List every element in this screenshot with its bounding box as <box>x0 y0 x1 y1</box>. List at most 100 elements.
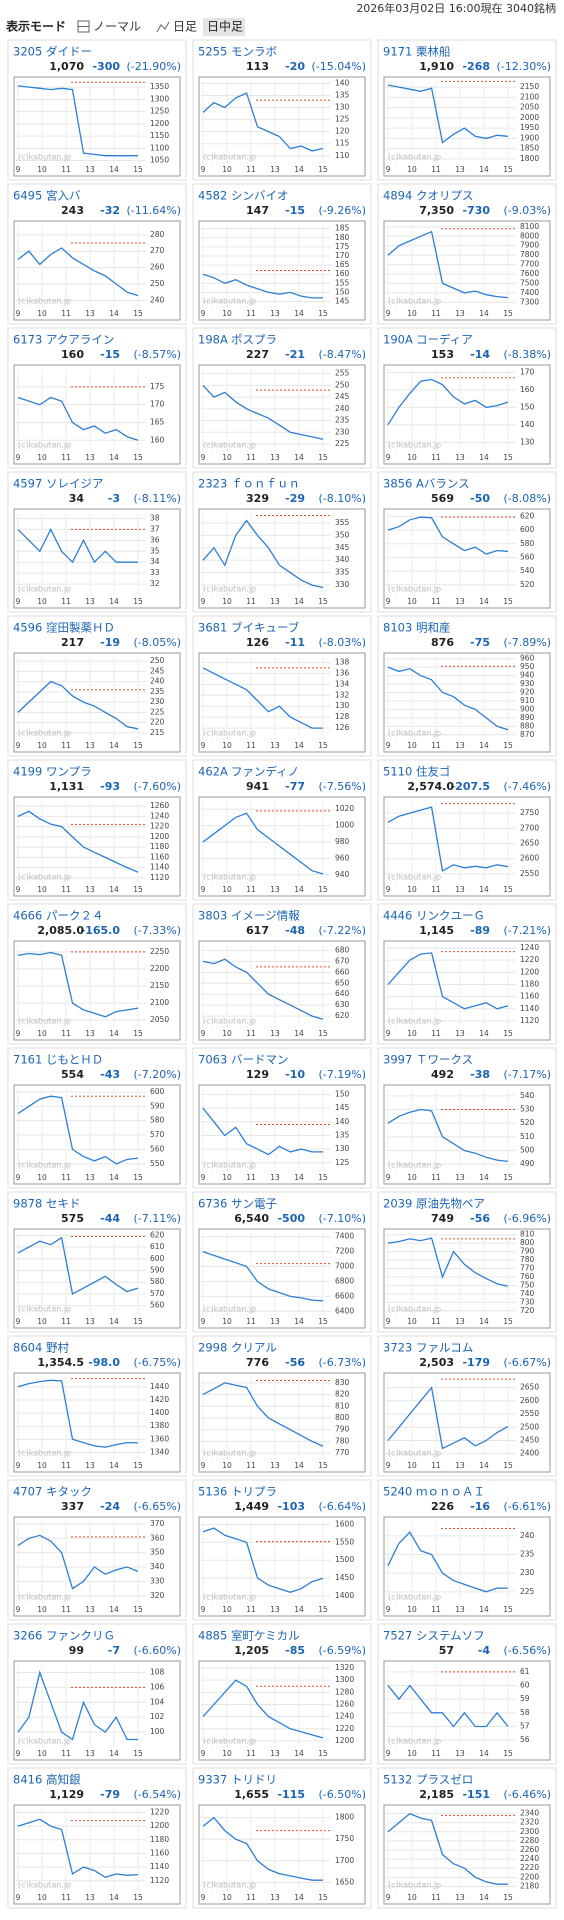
stock-code[interactable]: 5110 <box>383 765 412 779</box>
stock-name[interactable]: ファンディノ <box>231 765 299 779</box>
stock-code[interactable]: 8103 <box>383 621 412 635</box>
y-tick-label: 830 <box>335 1378 350 1387</box>
price: 554 <box>61 1068 84 1081</box>
stock-name[interactable]: 明和産 <box>416 621 451 635</box>
x-tick-label: 13 <box>455 741 465 750</box>
stock-code[interactable]: 5136 <box>198 1485 227 1499</box>
stock-code[interactable]: 2039 <box>383 1197 412 1211</box>
stock-code[interactable]: 5255 <box>198 45 227 59</box>
stock-code[interactable]: 4199 <box>13 765 42 779</box>
stock-code[interactable]: 462A <box>198 765 228 779</box>
change: -500 <box>277 1212 305 1225</box>
stock-code[interactable]: 5132 <box>383 1773 412 1787</box>
stock-code[interactable]: 198A <box>198 333 228 347</box>
stock-code[interactable]: 4582 <box>198 189 227 203</box>
stock-code[interactable]: 7161 <box>13 1053 42 1067</box>
stock-name[interactable]: ワンプラ <box>46 765 92 779</box>
stock-name[interactable]: クリアル <box>231 1341 277 1355</box>
stock-name[interactable]: キタック <box>46 1485 92 1499</box>
mode-normal[interactable]: ノーマル <box>93 20 141 34</box>
stock-code[interactable]: 9171 <box>383 45 412 59</box>
stock-name[interactable]: 窪田製薬ＨＤ <box>46 621 115 635</box>
stock-name[interactable]: 住友ゴ <box>416 765 451 779</box>
y-tick-label: 810 <box>335 1401 350 1410</box>
stock-name[interactable]: 野村 <box>46 1341 69 1355</box>
stock-code[interactable]: 4446 <box>383 909 412 923</box>
stock-code[interactable]: 3266 <box>13 1629 42 1643</box>
stock-name[interactable]: ｍｏｎｏＡＩ <box>416 1485 485 1499</box>
stock-name[interactable]: プラスゼロ <box>416 1773 473 1787</box>
stock-name[interactable]: トリドリ <box>231 1773 277 1787</box>
change: -19 <box>100 636 120 649</box>
stock-code[interactable]: 3997 <box>383 1053 412 1067</box>
stock-code[interactable]: 4597 <box>13 477 42 491</box>
stock-name[interactable]: 栗林船 <box>416 45 451 59</box>
stock-name[interactable]: ソレイジア <box>46 477 104 491</box>
stock-code[interactable]: 5240 <box>383 1485 412 1499</box>
stock-name[interactable]: Ｔワークス <box>416 1053 473 1067</box>
stock-name[interactable]: システムソフ <box>416 1629 485 1643</box>
stock-code[interactable]: 4885 <box>198 1629 227 1643</box>
stock-code[interactable]: 4894 <box>383 189 412 203</box>
stock-code[interactable]: 6173 <box>13 333 42 347</box>
stock-name[interactable]: ファンクリＧ <box>46 1629 115 1643</box>
stock-name[interactable]: パーク２４ <box>46 909 104 923</box>
stock-name[interactable]: リンクユーＧ <box>416 909 485 923</box>
stock-code[interactable]: 6736 <box>198 1197 227 1211</box>
price: 1,129 <box>49 1788 84 1801</box>
stock-name[interactable]: コーディア <box>416 333 473 347</box>
stock-name[interactable]: じもとＨＤ <box>46 1053 103 1067</box>
x-tick-label: 14 <box>294 741 304 750</box>
x-tick-label: 15 <box>318 597 328 606</box>
stock-code[interactable]: 4666 <box>13 909 42 923</box>
stock-name[interactable]: ブイキューブ <box>231 621 300 635</box>
stock-name[interactable]: ポスプラ <box>231 333 277 347</box>
stock-name[interactable]: 宮入バ <box>46 189 81 203</box>
stock-code[interactable]: 4707 <box>13 1485 42 1499</box>
y-tick-label: 2220 <box>520 1863 539 1872</box>
stock-name[interactable]: 室町ケミカル <box>231 1629 300 1643</box>
stock-code[interactable]: 190A <box>383 333 413 347</box>
stock-name[interactable]: クオリプス <box>416 189 474 203</box>
stock-code[interactable]: 8416 <box>13 1773 42 1787</box>
stock-name[interactable]: 原油先物ベア <box>416 1197 485 1211</box>
stock-code[interactable]: 2323 <box>198 477 227 491</box>
mode-intraday[interactable]: 日中足 <box>207 19 243 34</box>
x-tick-label: 15 <box>318 1029 328 1038</box>
stock-name[interactable]: ｆｏｎｆｕｎ <box>231 477 300 491</box>
x-tick-label: 9 <box>386 453 391 462</box>
stock-code[interactable]: 4596 <box>13 621 42 635</box>
stock-code[interactable]: 3723 <box>383 1341 412 1355</box>
x-tick-label: 11 <box>61 1605 71 1614</box>
stock-name[interactable]: サン電子 <box>231 1197 277 1211</box>
stock-name[interactable]: アクアライン <box>46 333 114 347</box>
stock-code[interactable]: 3803 <box>198 909 227 923</box>
stock-code[interactable]: 9878 <box>13 1197 42 1211</box>
stock-code[interactable]: 3205 <box>13 45 42 59</box>
stock-name[interactable]: シンバイオ <box>231 189 289 203</box>
stock-name[interactable]: モンラボ <box>231 45 277 59</box>
stock-name[interactable]: バードマン <box>231 1053 289 1067</box>
stock-name[interactable]: イメージ情報 <box>231 909 300 923</box>
watermark: (c)kabutan.jp <box>18 585 71 594</box>
stock-code[interactable]: 3681 <box>198 621 227 635</box>
x-tick-label: 11 <box>61 597 71 606</box>
x-tick-label: 15 <box>133 885 143 894</box>
stock-code[interactable]: 2998 <box>198 1341 227 1355</box>
stock-code[interactable]: 9337 <box>198 1773 227 1787</box>
stock-code[interactable]: 8604 <box>13 1341 42 1355</box>
y-tick-label: 1850 <box>520 144 539 153</box>
stock-name[interactable]: トリプラ <box>231 1485 277 1499</box>
stock-code[interactable]: 3856 <box>383 477 412 491</box>
stock-code[interactable]: 7063 <box>198 1053 227 1067</box>
y-tick-label: 128 <box>335 712 350 721</box>
stock-name[interactable]: Aバランス <box>416 477 470 491</box>
y-tick-label: 560 <box>150 1301 165 1310</box>
stock-name[interactable]: ダイドー <box>46 45 92 59</box>
stock-name[interactable]: 高知銀 <box>46 1773 81 1787</box>
mode-daily[interactable]: 日足 <box>173 20 197 34</box>
stock-name[interactable]: ファルコム <box>416 1341 473 1355</box>
stock-name[interactable]: セキド <box>46 1197 81 1211</box>
stock-code[interactable]: 6495 <box>13 189 42 203</box>
stock-code[interactable]: 7527 <box>383 1629 412 1643</box>
